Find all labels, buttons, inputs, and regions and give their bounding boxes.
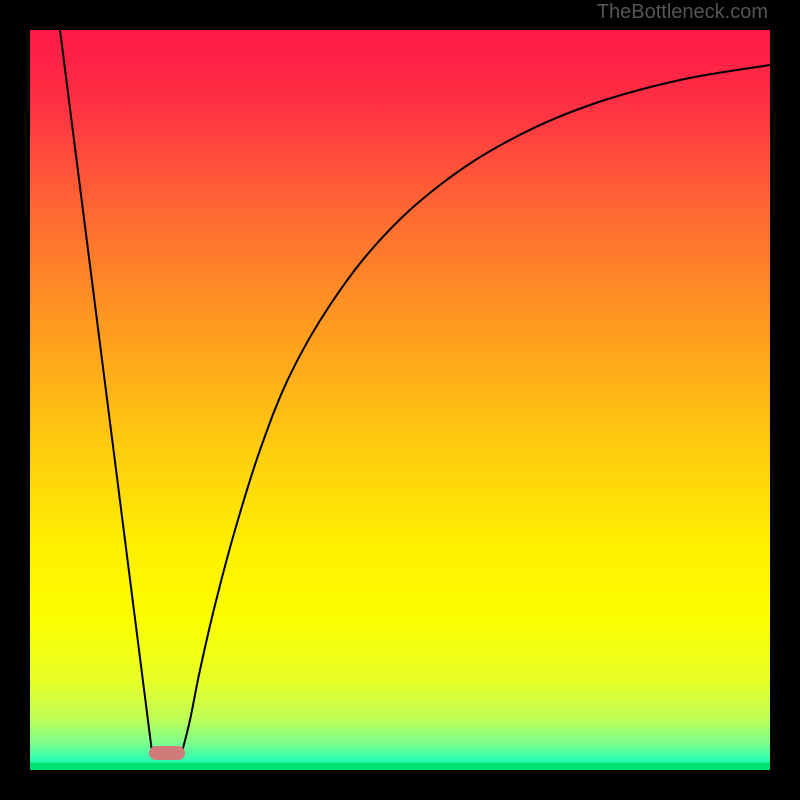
frame-right	[770, 0, 800, 800]
frame-left	[0, 0, 30, 800]
chart-container: TheBottleneck.com	[0, 0, 800, 800]
right-curve	[182, 65, 770, 752]
frame-bottom	[0, 770, 800, 800]
watermark-text: TheBottleneck.com	[597, 1, 768, 24]
plot-area	[30, 30, 770, 770]
left-v-line	[60, 30, 152, 752]
bottleneck-marker	[149, 746, 185, 760]
curve-layer	[30, 30, 770, 770]
